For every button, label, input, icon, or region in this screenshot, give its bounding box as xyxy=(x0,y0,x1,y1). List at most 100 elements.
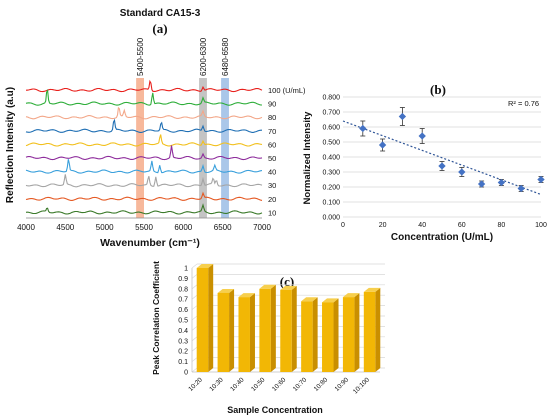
x-tick-label: 40 xyxy=(418,222,426,229)
x-tick-label: 10:40 xyxy=(229,376,246,393)
bar-side xyxy=(333,298,339,372)
x-tick-label: 5500 xyxy=(135,223,153,232)
r-squared-label: R² = 0.76 xyxy=(508,99,539,108)
x-tick-labels: 0 20 40 60 80 100 xyxy=(341,222,547,229)
y-tick-label: 0.6 xyxy=(178,307,188,314)
bar-side xyxy=(249,293,255,372)
panel-c-letter: (c) xyxy=(280,274,294,289)
panel-a: Standard CA15-3 (a) 5400-5500 6200-6300 64… xyxy=(5,8,306,249)
bar-top xyxy=(301,297,318,302)
spectrum-line xyxy=(25,203,263,215)
bar xyxy=(196,268,209,372)
x-tick-label: 60 xyxy=(458,222,466,229)
x-tick-label: 20 xyxy=(379,222,387,229)
gridline xyxy=(191,326,198,331)
x-tick-labels: 10:20 10:30 10:40 10:50 10:60 10:70 10:80 10:90… xyxy=(187,376,371,395)
gridline xyxy=(191,284,198,290)
y-tick-label: 0.7 xyxy=(178,297,188,304)
data-point xyxy=(378,141,387,149)
bar xyxy=(259,288,271,372)
y-tick-label: 0.2 xyxy=(178,349,188,356)
data-point xyxy=(477,180,486,188)
spectra-series xyxy=(25,79,263,215)
x-tick-label: 6500 xyxy=(214,223,232,232)
spectrum-line xyxy=(25,134,263,147)
bar-side xyxy=(270,284,276,372)
bar xyxy=(322,302,334,372)
data-point xyxy=(458,168,466,176)
spectrum-line xyxy=(25,88,262,106)
band-label: 6200-6300 xyxy=(199,37,208,76)
x-tick-label: 10:100 xyxy=(352,376,371,395)
y-tick-label: 0.300 xyxy=(322,170,340,177)
x-tick-labels: 4000 4500 5000 5500 6000 6500 7000 xyxy=(17,223,271,232)
gridline xyxy=(191,263,198,269)
y-tick-label: 0.000 xyxy=(322,215,340,222)
gridline xyxy=(191,336,198,342)
x-axis-label: Sample Concentration xyxy=(227,405,323,415)
concentration-label: 100 (U/mL) xyxy=(268,86,306,95)
bar xyxy=(280,289,292,372)
y-tick-label: 0.5 xyxy=(178,318,188,325)
spectrum-line xyxy=(26,79,263,93)
y-tick-labels: 0 0.1 0.2 0.3 0.4 0.5 0.6 0.7 0.8 0.9 1 xyxy=(178,266,188,377)
y-tick-label: 0.700 xyxy=(322,110,340,117)
concentration-labels: 100 (U/mL) 90 80 70 60 50 40 30 20 10 xyxy=(268,86,306,217)
y-tick-label: 0.800 xyxy=(322,95,340,102)
gridline xyxy=(191,346,198,352)
panel-b-letter: (b) xyxy=(430,82,446,97)
panel-c: (c) 00.10.20.30.40.50.60.70.80.91 10:20 1… xyxy=(151,261,385,415)
y-tick-label: 0.500 xyxy=(322,140,340,147)
y-tick-label: 0 xyxy=(184,370,188,377)
data-point xyxy=(497,178,506,187)
gridline xyxy=(191,367,198,373)
concentration-label: 60 xyxy=(268,140,276,149)
x-axis-label: Wavenumber (cm⁻¹) xyxy=(100,237,200,249)
band-label: 5400-5500 xyxy=(136,37,145,76)
x-tick-label: 10:60 xyxy=(271,376,288,393)
x-tick-label: 10:50 xyxy=(250,376,267,393)
highlight-band xyxy=(136,78,144,218)
y-tick-label: 0.100 xyxy=(322,200,340,207)
x-tick-label: 10:90 xyxy=(334,376,351,393)
y-tick-labels: 0.000 0.100 0.200 0.300 0.400 0.500 0.600 0.700… xyxy=(322,95,340,222)
x-tick-label: 80 xyxy=(498,222,506,229)
data-point xyxy=(398,112,407,121)
bar-top xyxy=(217,288,235,293)
highlight-band xyxy=(199,78,207,218)
panel-b: (b) 0.0000.1000.2000.3000.4000.5000.6000… xyxy=(302,82,547,243)
x-tick-label: 5000 xyxy=(96,223,114,232)
bar-top xyxy=(342,293,360,298)
trendline xyxy=(342,120,542,196)
data-points xyxy=(359,107,545,193)
concentration-label: 40 xyxy=(268,168,276,177)
gridline xyxy=(191,305,198,310)
x-tick-label: 7000 xyxy=(253,223,271,232)
bar-top xyxy=(196,264,214,268)
bar-side xyxy=(354,293,360,372)
bar xyxy=(238,297,250,372)
spectrum-line xyxy=(25,191,263,201)
x-tick-label: 4500 xyxy=(56,223,74,232)
spectrum-line xyxy=(25,145,263,161)
spectrum-line xyxy=(25,106,263,120)
gridline xyxy=(191,315,198,321)
bar-top xyxy=(363,287,381,292)
y-axis-label: Peak Correlation Coefficient xyxy=(151,261,161,375)
gridline xyxy=(191,357,198,362)
concentration-label: 90 xyxy=(268,100,276,109)
bar xyxy=(363,291,376,372)
y-tick-label: 0.9 xyxy=(178,276,188,283)
bar-top xyxy=(280,285,297,290)
x-axis-label: Concentration (U/mL) xyxy=(391,232,493,243)
bar-side xyxy=(375,287,381,372)
x-tick-label: 10:20 xyxy=(187,376,204,393)
y-axis-label: Normalized Intensity xyxy=(302,111,313,205)
band-labels: 5400-5500 6200-6300 6480-6580 xyxy=(136,37,230,76)
bar-side xyxy=(208,264,214,372)
concentration-label: 20 xyxy=(268,195,276,204)
gridline xyxy=(191,274,198,279)
y-tick-label: 1 xyxy=(184,266,188,273)
spectrum-line xyxy=(25,118,262,133)
